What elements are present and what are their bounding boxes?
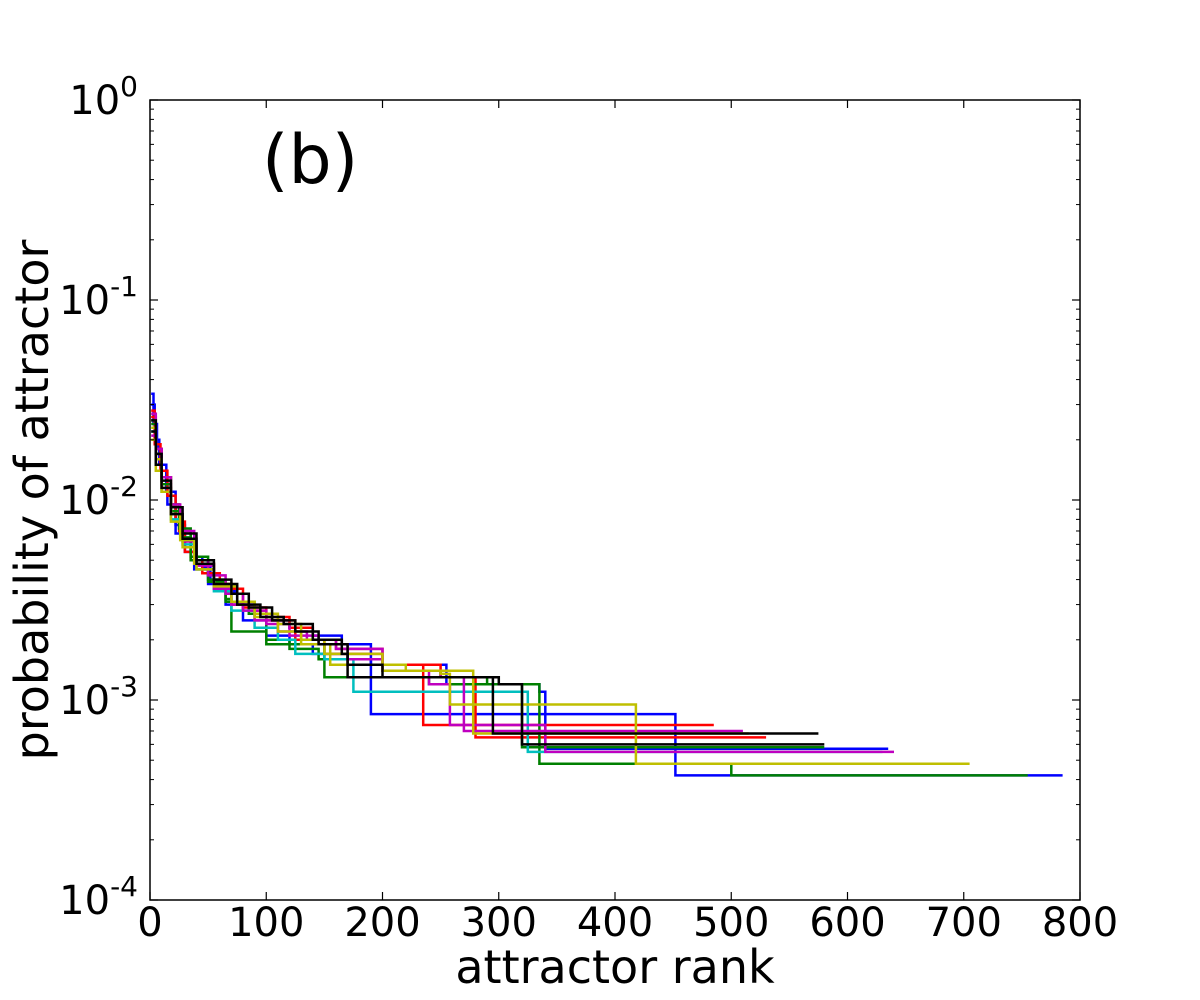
x-tick-label: 600 [809, 900, 885, 946]
x-axis-title: attractor rank [455, 940, 775, 994]
y-tick-label: 10-1 [59, 270, 138, 324]
y-axis-title: probability of attractor [5, 240, 59, 761]
series-line-11 [151, 438, 749, 735]
x-tick-label: 0 [137, 900, 162, 946]
panel-label: (b) [262, 121, 358, 200]
axes-frame [149, 99, 1081, 901]
y-tick-label: 10-3 [59, 670, 138, 724]
series-line-12 [151, 419, 825, 746]
series-line-2 [151, 403, 889, 751]
y-tick-label: 100 [69, 70, 138, 124]
series-line-6 [151, 422, 1028, 777]
x-tick-label: 700 [926, 900, 1002, 946]
series-line-5 [151, 419, 825, 749]
series-line-9 [151, 434, 743, 733]
tick-layer: 0 100 200 300 400 500 600 700 800 100 10-1 10-2 10-3… [59, 70, 1118, 946]
y-tick-label: 10-2 [59, 470, 138, 524]
x-tick-label: 800 [1042, 900, 1118, 946]
x-tick-label: 500 [693, 900, 769, 946]
series-layer [151, 392, 1063, 777]
x-tick-label: 200 [344, 900, 420, 946]
series-line-4 [151, 415, 767, 739]
series-line-13 [151, 430, 819, 735]
x-tick-label: 300 [461, 900, 537, 946]
y-tick-label: 10-4 [59, 870, 138, 924]
x-tick-label: 100 [228, 900, 304, 946]
series-line-1 [151, 392, 1063, 777]
x-tick-label: 400 [577, 900, 653, 946]
